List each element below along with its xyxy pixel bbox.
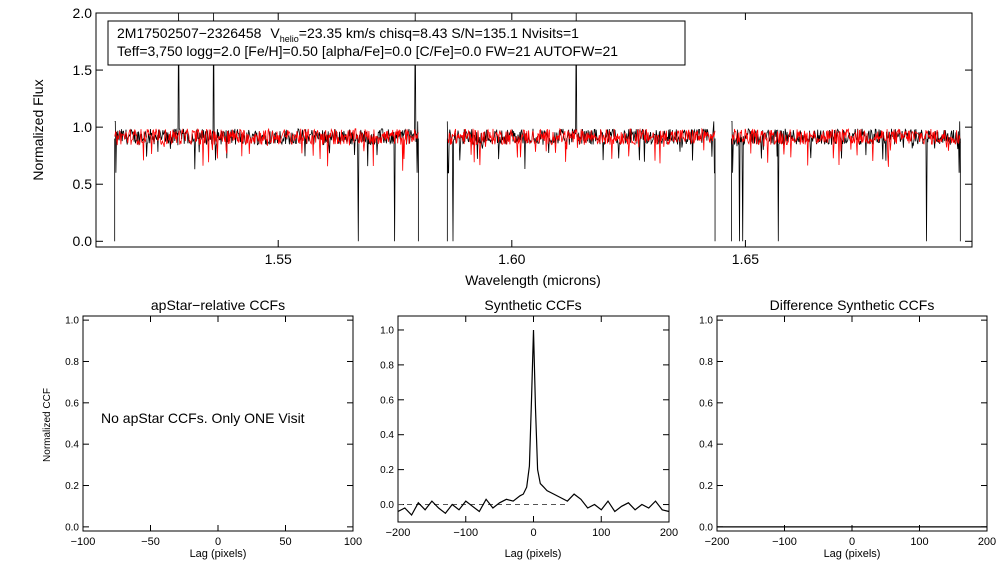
apstar-y-tick-label: 1.0 — [65, 316, 79, 327]
difference-y-tick-label: 0.8 — [699, 357, 713, 368]
spectrum-x-tick-label: 1.55 — [265, 251, 292, 267]
difference-y-tick-label: 0.0 — [699, 522, 713, 533]
apstar-no-data-message: No apStar CCFs. Only ONE Visit — [101, 410, 305, 426]
difference-y-tick-label: 0.6 — [699, 398, 713, 409]
spectrum-series — [114, 12, 961, 242]
apstar-y-tick-label: 0.0 — [65, 522, 79, 533]
spectrum-header-box — [107, 20, 686, 66]
difference-x-label: Lag (pixels) — [824, 548, 881, 560]
difference-x-tick-label: −200 — [705, 536, 730, 548]
header-stats: =23.35 km/s chisq=8.43 S/N=135.1 Nvisits… — [299, 25, 579, 41]
apstar-x-tick-label: 100 — [344, 536, 362, 548]
spectrum-y-tick-label: 0.0 — [73, 233, 93, 249]
apstar-y-label: Normalized CCF — [42, 388, 53, 462]
spectrum-x-tick-label: 1.65 — [732, 251, 759, 267]
apstar-x-tick-label: −50 — [141, 536, 160, 548]
synthetic-y-tick-label: 0.0 — [380, 500, 394, 511]
synthetic-y-tick-label: 0.6 — [380, 395, 394, 406]
difference-ticks: −200 −100 0 100 200 0.0 0.2 0.4 0.6 0.8 1.0 — [699, 316, 996, 548]
difference-y-tick-label: 1.0 — [699, 316, 713, 327]
vhelio-label: V — [270, 25, 280, 41]
synthetic-x-tick-label: 200 — [660, 527, 678, 539]
synthetic-series — [397, 329, 670, 517]
difference-ccf-panel: −200 −100 0 100 200 0.0 0.2 0.4 0.6 0.8 1.0 Differ… — [699, 297, 996, 560]
spectrum-y-tick-label: 1.0 — [73, 119, 93, 135]
difference-plot-frame — [716, 315, 988, 532]
spectrum-header-line2: Teff=3,750 logg=2.0 [Fe/H]=0.50 [alpha/F… — [117, 43, 618, 59]
synthetic-title: Synthetic CCFs — [484, 297, 581, 313]
spectrum-y-tick-label: 2.0 — [73, 5, 93, 21]
synthetic-x-tick-label: 100 — [592, 527, 610, 539]
apstar-y-tick-label: 0.4 — [65, 440, 79, 451]
apstar-y-tick-label: 0.8 — [65, 357, 79, 368]
difference-x-tick-label: 200 — [978, 536, 996, 548]
synthetic-y-tick-label: 1.0 — [380, 325, 394, 336]
spectrum-y-label: Normalized Flux — [30, 79, 46, 180]
spectrum-y-tick-label: 1.5 — [73, 62, 93, 78]
synthetic-x-label: Lag (pixels) — [505, 548, 562, 560]
synthetic-x-tick-label: 0 — [530, 527, 536, 539]
spectrum-x-tick-label: 1.60 — [498, 251, 525, 267]
difference-y-tick-label: 0.2 — [699, 481, 713, 492]
difference-x-tick-label: −100 — [772, 536, 797, 548]
synthetic-y-tick-label: 0.4 — [380, 430, 394, 441]
spectrum-panel: 1.55 1.60 1.65 0.0 0.5 1.0 1.5 2.0 2M17502507−2… — [30, 5, 973, 288]
vhelio-subscript: helio — [280, 34, 299, 44]
synthetic-y-tick-label: 0.8 — [380, 360, 394, 371]
apstar-y-tick-label: 0.6 — [65, 398, 79, 409]
star-name: 2M17502507−2326458 — [117, 25, 262, 41]
spectrum-x-label: Wavelength (microns) — [465, 272, 601, 288]
spectrum-ticks: 1.55 1.60 1.65 0.0 0.5 1.0 1.5 2.0 — [73, 5, 972, 267]
synthetic-x-tick-label: −100 — [453, 527, 478, 539]
difference-y-tick-label: 0.4 — [699, 440, 713, 451]
apstar-x-tick-label: 50 — [279, 536, 291, 548]
synthetic-x-tick-label: −200 — [386, 527, 411, 539]
difference-title: Difference Synthetic CCFs — [770, 297, 935, 313]
apstar-x-tick-label: 0 — [215, 536, 221, 548]
apstar-ccf-panel: −100 −50 0 50 100 0.0 0.2 0.4 0.6 0.8 1.0 apStar−r… — [42, 297, 362, 560]
spectrum-header-line1: 2M17502507−2326458 Vhelio=23.35 km/s chis… — [117, 25, 579, 44]
difference-x-tick-label: 100 — [910, 536, 928, 548]
synthetic-ccf-panel: −200 −100 0 100 200 0.0 0.2 0.4 0.6 0.8 1.0 Synthe… — [380, 297, 678, 560]
synthetic-y-tick-label: 0.2 — [380, 465, 394, 476]
apstar-ticks: −100 −50 0 50 100 0.0 0.2 0.4 0.6 0.8 1.0 — [65, 316, 362, 548]
apstar-x-label: Lag (pixels) — [190, 548, 247, 560]
synthetic-ticks: −200 −100 0 100 200 0.0 0.2 0.4 0.6 0.8 1.0 — [380, 316, 678, 539]
spectrum-plot-frame — [95, 12, 973, 248]
spectrum-y-tick-label: 0.5 — [73, 176, 93, 192]
difference-x-tick-label: 0 — [849, 536, 855, 548]
synthetic-line-synthetic_ccf — [397, 329, 670, 517]
apstar-title: apStar−relative CCFs — [151, 297, 285, 313]
apstar-y-tick-label: 0.2 — [65, 481, 79, 492]
spectrum-line-model — [114, 127, 961, 171]
apstar-x-tick-label: −100 — [71, 536, 96, 548]
